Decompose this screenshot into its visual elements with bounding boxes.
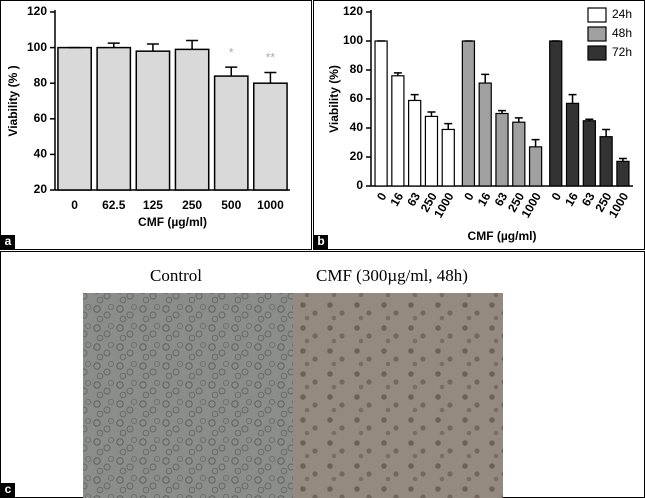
error-bar [186,39,199,50]
x-tick-label: 16 [562,190,581,209]
error-bar [107,42,120,48]
bar [565,102,580,187]
bar [424,115,439,187]
bar [57,46,92,191]
panel-label-box [1,235,15,249]
micrograph-cells [83,293,293,498]
x-tick-label: 63 [492,190,511,209]
y-tick-label: 100 [343,33,363,47]
x-axis-label: CMF (µg/ml) [138,215,207,229]
panel-label: b [317,234,324,248]
y-tick-label: 60 [350,91,364,105]
y-tick-label: 20 [34,182,48,196]
y-tick-label: 80 [350,62,364,76]
panel-label-box [314,235,328,249]
bar [174,48,210,191]
x-tick-label: 250 [182,198,202,212]
x-tick-label: 63 [404,190,423,209]
y-tick-label: 80 [34,75,48,89]
bar [135,50,171,191]
error-bar [618,157,627,162]
y-axis-label: Viability (%) [327,65,341,133]
legend-swatch [587,26,607,42]
error-bar [514,117,523,123]
bar [582,120,596,187]
error-bar [498,109,506,114]
error-bar [393,72,402,76]
significance-mark: * [229,45,234,59]
error-bar [410,93,419,101]
x-tick-label: 1000 [257,198,284,212]
panel-border [0,0,312,250]
y-tick-label: 120 [27,4,47,18]
bar [495,112,509,187]
bar [528,146,543,187]
x-axis-label: CMF (µg/ml) [468,229,537,243]
legend-label: 48h [612,26,632,40]
x-tick-label: 16 [475,190,494,209]
chart: 20 40 60 80 100 120 Viability (% ) CMF (µg/ml) a… [1,4,290,249]
error-bar [568,93,577,104]
image-caption: CMF (300µg/ml, 48h) [316,266,468,285]
bar [96,46,132,191]
panel-label: c [5,482,12,496]
y-axis-label: Viability (% ) [6,65,20,136]
x-tick-label: 63 [579,190,598,209]
legend-swatch [587,7,607,23]
error-bar [146,43,159,52]
error-bar [264,71,277,84]
bar [213,75,249,191]
legend-label: 72h [612,45,632,59]
y-tick-label: 0 [356,178,363,192]
y-tick-label: 60 [34,111,48,125]
error-bar [444,122,453,130]
panel-label: a [5,234,12,248]
x-tick-label: 16 [387,190,406,209]
x-tick-label: 0 [71,198,78,212]
x-tick-label: 62.5 [102,198,126,212]
bar [599,136,613,187]
bar [408,99,422,187]
panel-label-box [1,483,15,497]
y-tick-label: 20 [350,149,364,163]
bar [374,40,388,187]
bar [478,82,492,187]
x-tick-label: 125 [143,198,163,212]
bar [549,40,563,187]
bar [391,75,405,187]
legend-swatch [587,45,607,61]
bar [441,128,455,187]
significance-mark: ** [266,51,276,65]
error-bar [225,66,238,77]
error-bar [427,111,436,117]
x-tick-label: 500 [221,198,241,212]
y-tick-label: 100 [27,40,47,54]
error-bar [481,73,490,84]
y-tick-label: 40 [350,120,364,134]
error-bar [585,118,594,121]
y-tick-label: 120 [343,4,363,18]
legend-label: 24h [612,7,632,21]
error-bar [531,138,540,147]
bar [461,40,476,187]
y-tick-label: 40 [34,147,48,161]
bar [512,121,526,187]
image-caption: Control [150,266,202,285]
bar [253,82,288,191]
error-bar [602,128,611,137]
bar [616,160,630,187]
micrograph-cells [293,293,503,498]
chart: 0 20 40 60 80 100 120 Viability (%) CMF (µg/ml) b… [314,4,633,249]
